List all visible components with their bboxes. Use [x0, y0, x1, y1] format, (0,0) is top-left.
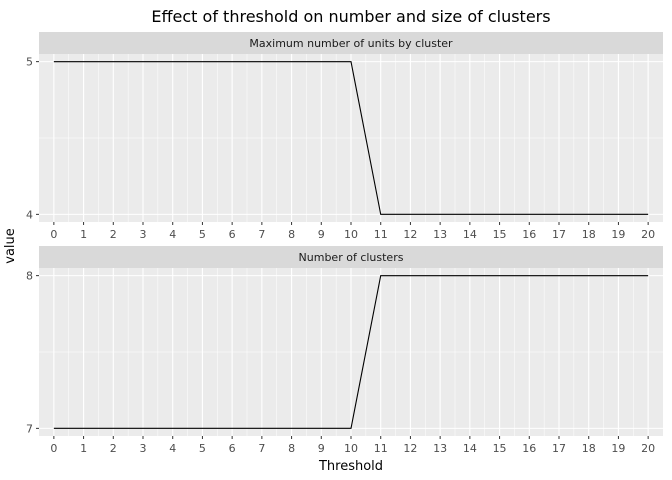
- x-tick-label: 12: [403, 442, 417, 455]
- x-tick-label: 2: [110, 228, 117, 241]
- x-tick-label: 5: [199, 228, 206, 241]
- y-tick-label: 5: [26, 56, 33, 69]
- x-tick-label: 17: [552, 228, 566, 241]
- x-tick-label: 4: [169, 442, 176, 455]
- x-tick-label: 4: [169, 228, 176, 241]
- x-tick-label: 0: [50, 228, 57, 241]
- strip-label: Number of clusters: [299, 251, 404, 264]
- strip-label: Maximum number of units by cluster: [249, 37, 453, 50]
- x-tick-label: 15: [493, 228, 507, 241]
- x-tick-label: 18: [582, 442, 596, 455]
- x-tick-label: 14: [463, 442, 477, 455]
- x-axis-title: Threshold: [318, 459, 383, 474]
- x-tick-label: 10: [344, 442, 358, 455]
- x-tick-label: 16: [522, 228, 536, 241]
- x-tick-label: 9: [318, 228, 325, 241]
- x-tick-label: 13: [433, 442, 447, 455]
- x-tick-label: 13: [433, 228, 447, 241]
- x-tick-label: 19: [611, 228, 625, 241]
- x-tick-label: 14: [463, 228, 477, 241]
- x-tick-label: 3: [140, 442, 147, 455]
- x-tick-label: 11: [374, 228, 388, 241]
- series-line: [53, 275, 649, 429]
- x-tick-label: 19: [611, 442, 625, 455]
- x-tick-label: 20: [641, 228, 655, 241]
- strip-background: [39, 32, 663, 54]
- x-tick-label: 12: [403, 228, 417, 241]
- x-tick-label: 10: [344, 228, 358, 241]
- chart-title: Effect of threshold on number and size o…: [151, 7, 550, 26]
- y-axis-title: value: [3, 228, 18, 264]
- x-tick-label: 20: [641, 442, 655, 455]
- x-tick-label: 3: [140, 228, 147, 241]
- x-tick-label: 15: [493, 442, 507, 455]
- x-tick-label: 16: [522, 442, 536, 455]
- series-line: [53, 61, 649, 215]
- x-tick-label: 17: [552, 442, 566, 455]
- y-tick-label: 4: [26, 208, 33, 221]
- x-tick-label: 1: [80, 228, 87, 241]
- x-tick-label: 6: [229, 442, 236, 455]
- x-tick-label: 2: [110, 442, 117, 455]
- x-tick-label: 0: [50, 442, 57, 455]
- strip-background: [39, 246, 663, 268]
- x-tick-label: 6: [229, 228, 236, 241]
- x-tick-label: 7: [258, 228, 265, 241]
- y-tick-label: 7: [26, 422, 33, 435]
- x-tick-label: 8: [288, 442, 295, 455]
- y-tick-label: 8: [26, 270, 33, 283]
- x-tick-label: 8: [288, 228, 295, 241]
- x-tick-label: 7: [258, 442, 265, 455]
- x-tick-label: 18: [582, 228, 596, 241]
- x-tick-label: 9: [318, 442, 325, 455]
- x-tick-label: 1: [80, 442, 87, 455]
- x-tick-label: 5: [199, 442, 206, 455]
- x-tick-label: 11: [374, 442, 388, 455]
